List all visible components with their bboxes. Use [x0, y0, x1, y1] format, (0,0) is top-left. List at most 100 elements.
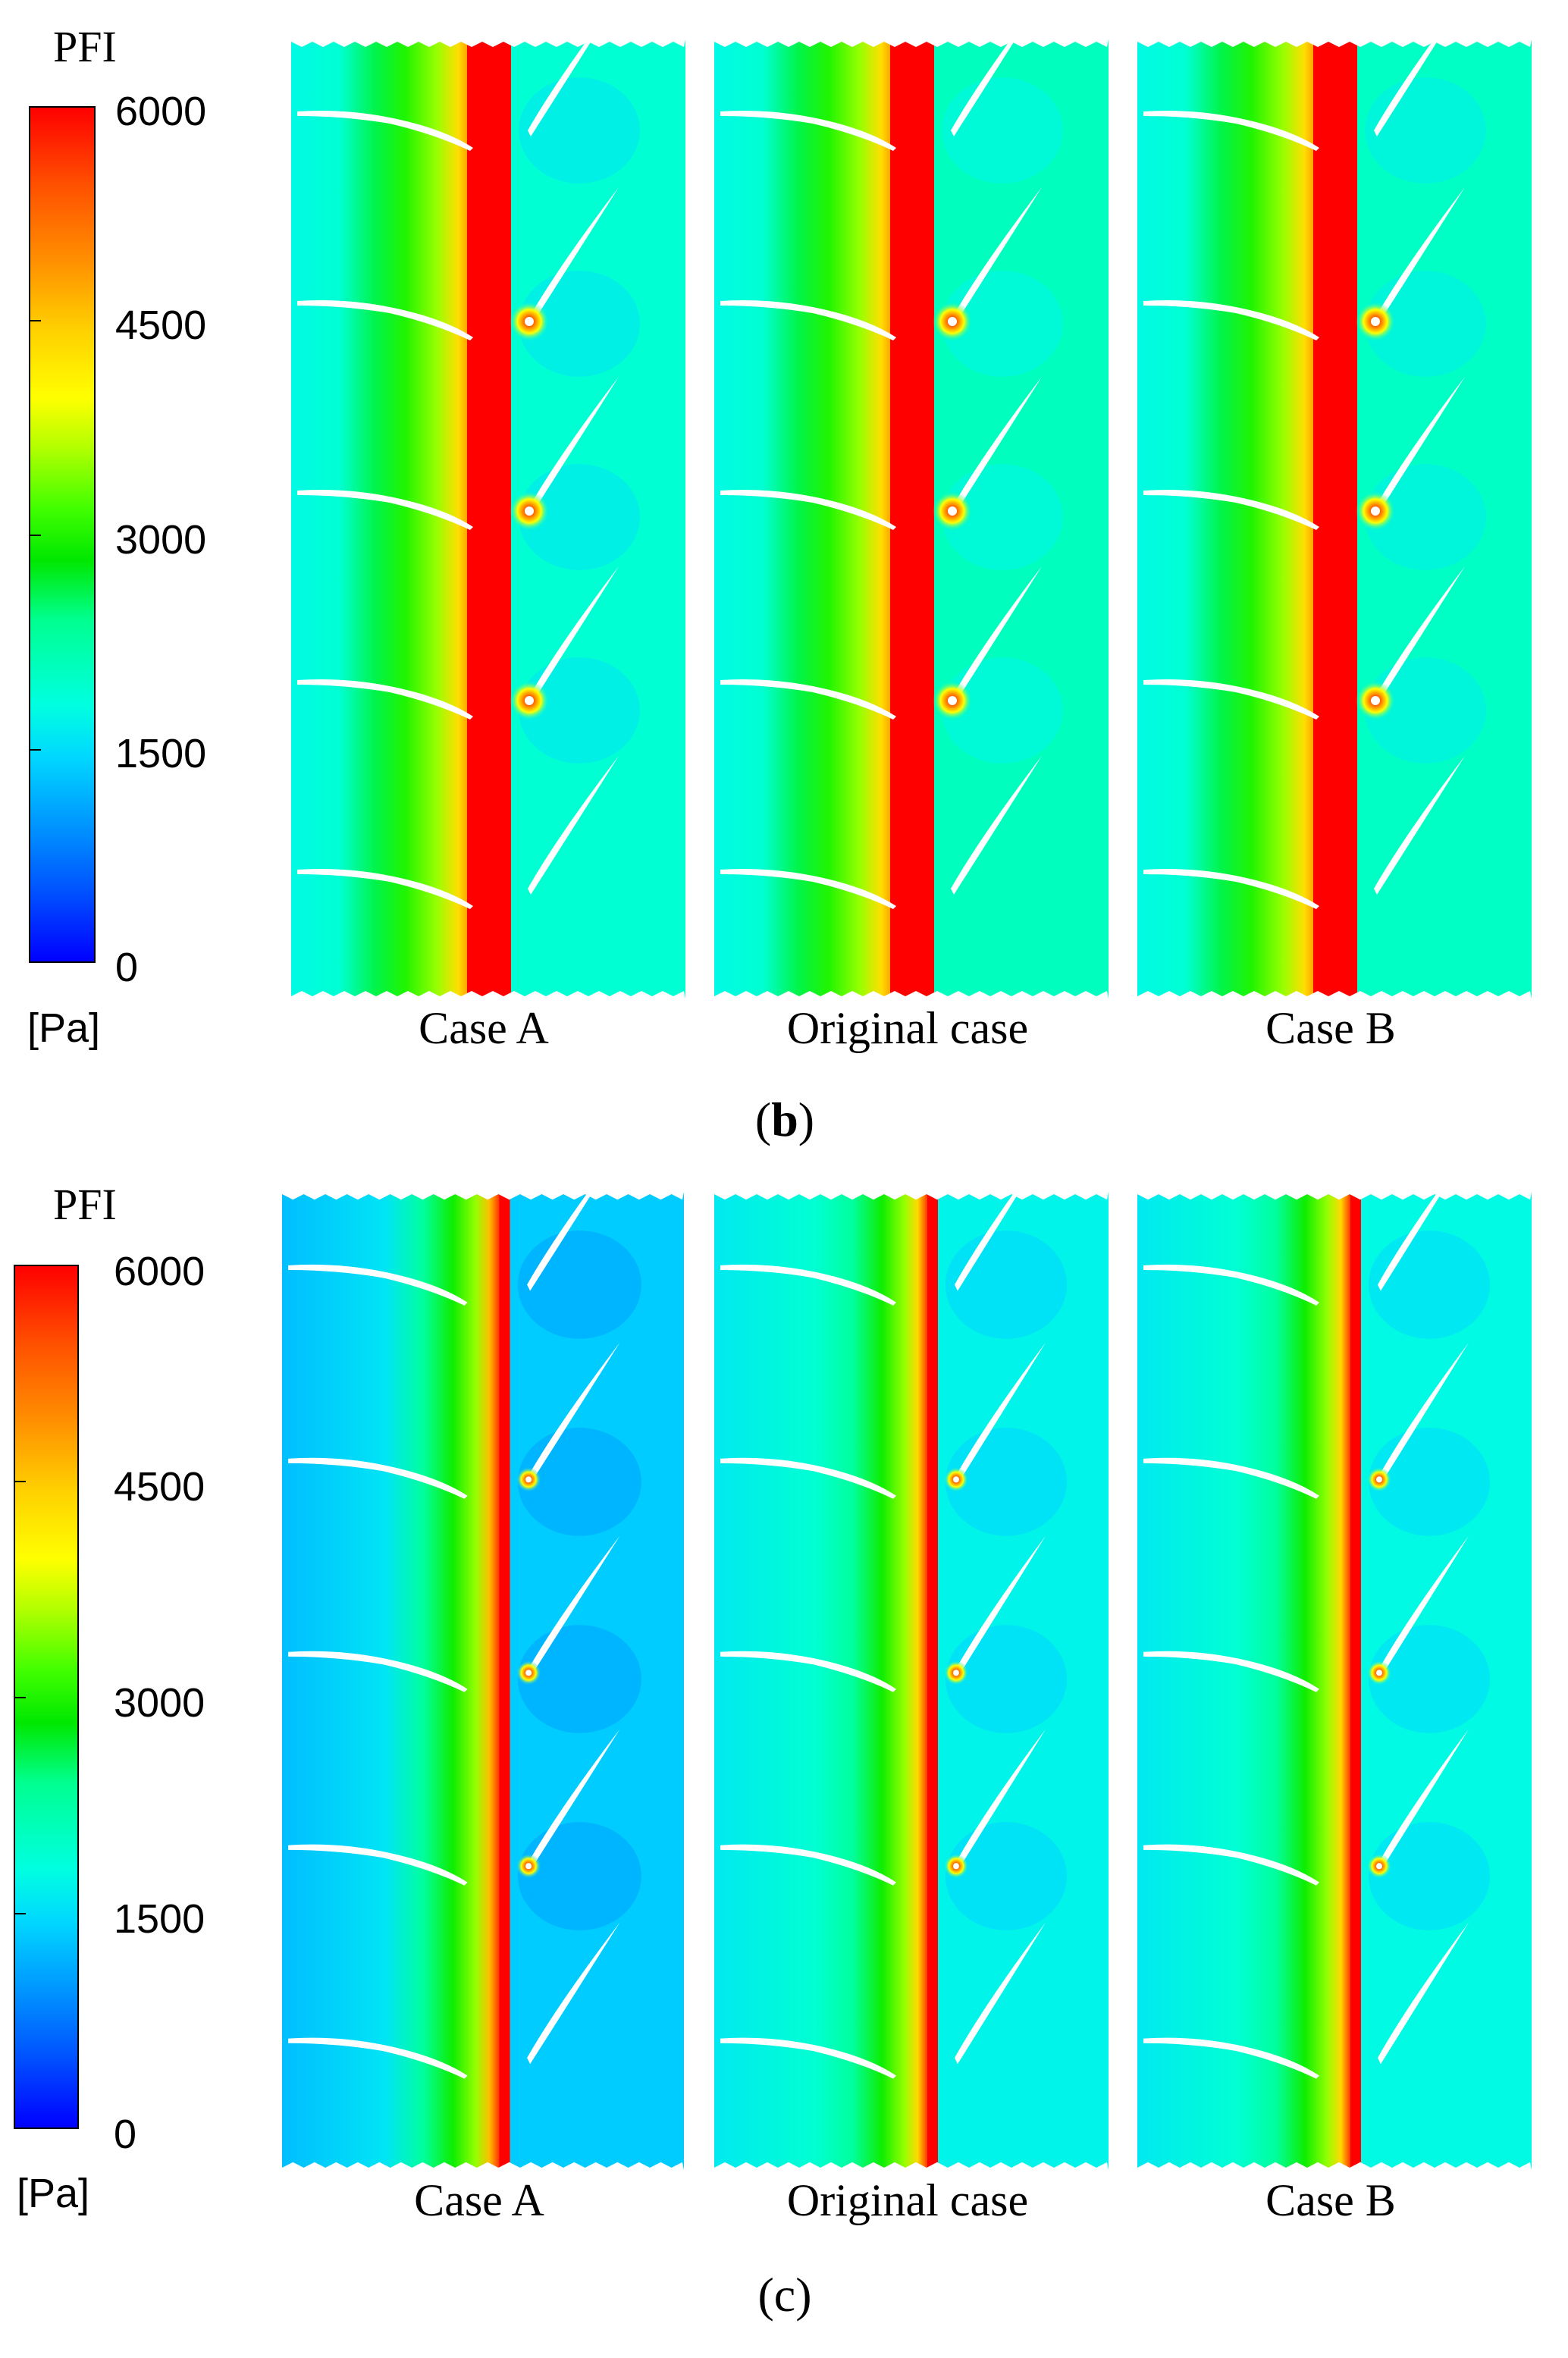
subfigure-label-c: (c) [757, 2268, 812, 2322]
impeller-blade [288, 2037, 468, 2079]
low-pressure-patch [517, 1625, 641, 1733]
panel-edge [714, 1192, 1109, 1200]
leading-edge-tip [948, 317, 957, 326]
panel-edge [1137, 2162, 1532, 2170]
colorbar-unit: [Pa] [27, 1005, 101, 1051]
leading-edge-tip [525, 696, 534, 705]
low-pressure-patch [942, 657, 1063, 764]
impeller-blade [288, 1844, 468, 1886]
low-pressure-patch [517, 1230, 641, 1339]
diffuser-vane [955, 1342, 1046, 1485]
diffuser-vane [1378, 1192, 1443, 1291]
impeller-blade [288, 1457, 468, 1499]
leading-edge-tip [1371, 696, 1380, 705]
colorbar-tick-label: 0 [115, 945, 139, 990]
upstream-field [1137, 1192, 1361, 2170]
panel-edge [282, 1192, 684, 1200]
impeller-blade [720, 869, 896, 909]
panel-edge [291, 991, 685, 999]
subfigure-letter: b [771, 1093, 798, 1146]
diffuser-vane [951, 377, 1042, 516]
impeller-blade [720, 1457, 896, 1499]
diffuser-vane [528, 39, 593, 136]
case-label: Case B [1265, 2175, 1396, 2225]
impeller-blade [1143, 1457, 1319, 1499]
subfigure-letter: c [773, 2268, 796, 2322]
colorbar-tick [30, 535, 41, 536]
low-pressure-patch [519, 77, 640, 183]
contour-panel-case-b [1137, 1192, 1532, 2170]
impeller-blade [288, 1651, 468, 1692]
low-pressure-patch [1365, 77, 1486, 183]
diffuser-vane [1378, 1535, 1469, 1678]
leading-edge-tip [525, 1670, 532, 1676]
diffuser-vane [951, 39, 1016, 136]
impeller-blade [1143, 2037, 1319, 2079]
diffuser-vane [528, 566, 619, 705]
interface-band [467, 39, 511, 999]
impeller-blade [720, 1264, 896, 1306]
panel-edge [282, 2162, 684, 2170]
upstream-field [714, 1192, 938, 2170]
leading-edge-tip [1376, 1476, 1382, 1483]
colorbar [29, 106, 96, 963]
case-label: Original case [786, 1003, 1029, 1053]
leading-edge-tip [1376, 1670, 1382, 1676]
impeller-blade [288, 1264, 468, 1306]
diffuser-vane [1374, 566, 1465, 705]
impeller-blade [1143, 1264, 1319, 1306]
low-pressure-patch [1365, 464, 1486, 570]
panel-edge [714, 2162, 1109, 2170]
diffuser-vane [528, 187, 619, 326]
colorbar-tick [15, 1481, 26, 1482]
leading-edge-tip [1371, 506, 1380, 516]
diffuser-vane [1374, 187, 1465, 326]
interface-band [890, 39, 934, 999]
colorbar-tick-label: 1500 [115, 731, 207, 776]
colorbar-tick-label: 3000 [115, 517, 207, 563]
leading-edge-tip [525, 1476, 532, 1483]
diffuser-vane [1378, 1342, 1469, 1485]
low-pressure-patch [1369, 1822, 1490, 1930]
impeller-blade [720, 679, 896, 720]
leading-edge-tip [1371, 317, 1380, 326]
diffuser-vane [1374, 377, 1465, 516]
low-pressure-patch [1369, 1625, 1490, 1733]
diffuser-vane [527, 1342, 620, 1485]
leading-edge-tip [525, 1863, 532, 1870]
diffuser-vane [527, 1535, 620, 1678]
colorbar-tick-label: 6000 [115, 89, 207, 134]
contour-panel-original-case [714, 39, 1109, 999]
colorbar-title: PFI [53, 1180, 117, 1229]
interface-band [1313, 39, 1357, 999]
diffuser-vane [528, 377, 619, 516]
low-pressure-patch [519, 464, 640, 570]
diffuser-vane [527, 1729, 620, 1871]
colorbar-tick-label: 0 [114, 2112, 137, 2157]
panel-edge [1137, 39, 1532, 47]
colorbar-tick-label: 4500 [115, 303, 207, 348]
leading-edge-tip [525, 317, 534, 326]
diffuser-vane [951, 566, 1042, 705]
impeller-blade [1143, 679, 1319, 720]
contour-panel-case-a [291, 39, 685, 999]
colorbar-tick [15, 1913, 26, 1914]
colorbar [14, 1265, 79, 2129]
panel-edge [714, 39, 1109, 47]
colorbar-tick-label: 6000 [114, 1249, 205, 1294]
low-pressure-patch [946, 1625, 1067, 1733]
colorbar-tick-label: 1500 [114, 1896, 205, 1942]
colorbar-unit: [Pa] [17, 2171, 90, 2216]
interface-band [1350, 1192, 1361, 2170]
colorbar-tick-label: 3000 [114, 1680, 205, 1726]
leading-edge-tip [953, 1670, 959, 1676]
low-pressure-patch [946, 1822, 1067, 1930]
low-pressure-patch [519, 657, 640, 764]
low-pressure-patch [517, 1822, 641, 1930]
interface-band [927, 1192, 938, 2170]
diffuser-vane [951, 756, 1042, 895]
impeller-blade [1143, 1651, 1319, 1692]
impeller-blade [1143, 869, 1319, 909]
low-pressure-patch [942, 77, 1063, 183]
case-label: Case A [414, 2175, 544, 2225]
